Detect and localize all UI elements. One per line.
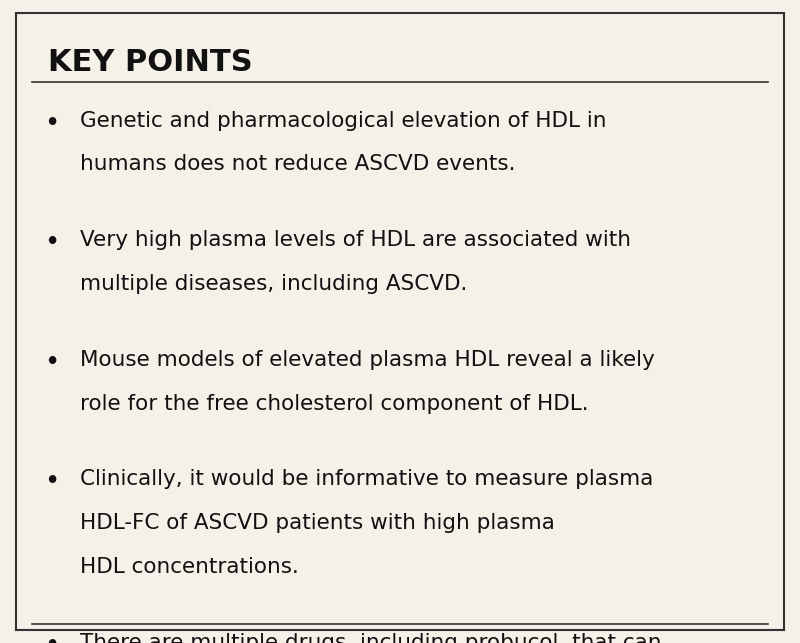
Text: Clinically, it would be informative to measure plasma: Clinically, it would be informative to m… — [80, 469, 654, 489]
Text: multiple diseases, including ASCVD.: multiple diseases, including ASCVD. — [80, 274, 467, 294]
Text: HDL-FC of ASCVD patients with high plasma: HDL-FC of ASCVD patients with high plasm… — [80, 513, 555, 533]
Text: •: • — [44, 230, 60, 256]
Text: KEY POINTS: KEY POINTS — [48, 48, 253, 77]
Text: HDL concentrations.: HDL concentrations. — [80, 557, 299, 577]
Text: •: • — [44, 111, 60, 136]
Text: Very high plasma levels of HDL are associated with: Very high plasma levels of HDL are assoc… — [80, 230, 631, 250]
FancyBboxPatch shape — [16, 13, 784, 630]
Text: •: • — [44, 350, 60, 376]
Text: •: • — [44, 633, 60, 643]
Text: Genetic and pharmacological elevation of HDL in: Genetic and pharmacological elevation of… — [80, 111, 606, 131]
Text: •: • — [44, 469, 60, 495]
Text: humans does not reduce ASCVD events.: humans does not reduce ASCVD events. — [80, 154, 515, 174]
Text: role for the free cholesterol component of HDL.: role for the free cholesterol component … — [80, 394, 589, 413]
Text: There are multiple drugs, including probucol, that can: There are multiple drugs, including prob… — [80, 633, 662, 643]
Text: Mouse models of elevated plasma HDL reveal a likely: Mouse models of elevated plasma HDL reve… — [80, 350, 654, 370]
